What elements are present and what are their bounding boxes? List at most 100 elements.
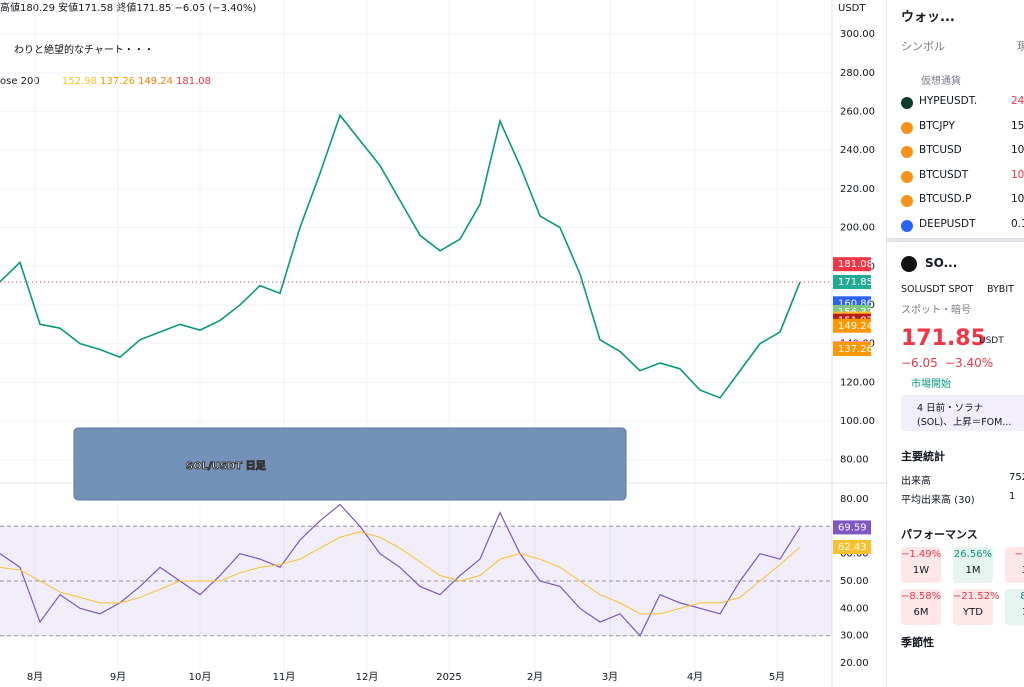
symbol: DEEPUSDT xyxy=(919,217,976,230)
symbol: BTCUSDT xyxy=(919,168,969,181)
rsi-line xyxy=(0,503,801,637)
kind: スポット・暗号 xyxy=(901,305,971,316)
banner xyxy=(73,427,627,501)
y-tick-label: 80.00 xyxy=(840,455,869,466)
perf-card: 26.56% 1M xyxy=(953,547,993,583)
stat-label: 平均出来高 (30) xyxy=(901,495,975,506)
col-last: 現 xyxy=(1017,38,1024,54)
y-tick-label: 280.00 xyxy=(840,68,875,79)
last: 104 xyxy=(1011,144,1024,156)
stats-title: 主要統計 xyxy=(901,450,945,463)
indicator-value: 181.08 xyxy=(176,76,211,87)
last: 0.1 xyxy=(1011,217,1024,230)
last: 104, xyxy=(1011,193,1024,205)
price-tag xyxy=(833,540,871,555)
price-line xyxy=(0,113,801,399)
sidebar: ウォッ... シンボル 現仮想通貨 HYPEUSDT. 24 BTCJPY 15,17 BTC… xyxy=(886,0,1024,687)
currency: USDT xyxy=(838,3,866,14)
rsi-ma-line xyxy=(0,531,801,615)
perf-period: 1M xyxy=(965,565,981,576)
ohlc: 高値180.29 安値171.58 終値171.85 −6.05 (−3.40%… xyxy=(0,1,256,14)
price-tag xyxy=(833,275,871,290)
rsi-tick-label: 60.00 xyxy=(840,549,869,560)
group: 仮想通貨 xyxy=(921,76,961,87)
x-tick-label: 12月 xyxy=(356,671,379,683)
perf-card: −8.58% 6M xyxy=(901,589,941,625)
x-tick-label: 2025 xyxy=(436,672,461,683)
perf-card: −1.49% 1W xyxy=(901,547,941,583)
rsi-tick-label: 50.00 xyxy=(840,576,869,587)
price-tag xyxy=(833,520,871,535)
y-tick-label: 200.00 xyxy=(840,223,875,234)
x-tick-label: 9月 xyxy=(110,671,126,683)
banner-text: SOL/USDT 日足 xyxy=(186,460,267,472)
y-tick-label: 120.00 xyxy=(840,377,875,388)
seasonal: 季節性 xyxy=(901,636,934,649)
x-tick-label: 11月 xyxy=(273,671,296,683)
rsi-tick-label: 30.00 xyxy=(840,631,869,642)
perf-card: −303 xyxy=(1005,547,1024,583)
x-tick-label: 5月 xyxy=(769,671,785,683)
symbol: BTCUSD xyxy=(919,144,962,156)
col-symbol: シンボル xyxy=(901,40,945,53)
symbol: BTCUSD.P xyxy=(919,193,972,205)
price-tag-label: 181.08 xyxy=(838,259,873,270)
y-tick-label: 240.00 xyxy=(840,145,875,156)
last: 15,17 xyxy=(1011,119,1024,132)
symbol-icon xyxy=(901,195,913,207)
perf-title: パフォーマンス xyxy=(901,528,978,541)
symbol-icon xyxy=(901,97,913,109)
chart: 高値180.29 安値171.58 終値171.85 −6.05 (−3.40%… xyxy=(0,0,886,687)
last: 24 xyxy=(1011,95,1024,107)
price-tag-label: 160.86 xyxy=(838,298,873,309)
countdown: 10:10:37 xyxy=(838,288,883,299)
indicator-value: 137.26 xyxy=(100,76,135,87)
perf-card: 8.1 xyxy=(1005,589,1024,625)
symbol-icon xyxy=(901,146,913,158)
exchange-line: SOLUSDT SPOT xyxy=(901,284,974,295)
price-tag-label: 69.59 xyxy=(838,522,867,533)
price-tag-label: 137.26 xyxy=(838,344,873,355)
perf-value: −8.58% xyxy=(901,591,942,602)
y-tick-label: 100.00 xyxy=(840,416,875,427)
overlay-title: わりと絶望的なチャート・・・ xyxy=(14,43,154,56)
stat-value: 752 xyxy=(1009,472,1024,483)
change: −6.05 xyxy=(901,356,938,370)
news: 4 日前・ソラナ xyxy=(917,403,984,414)
symbol-icon xyxy=(901,219,913,232)
news-box xyxy=(901,395,1024,431)
x-tick-label: 4月 xyxy=(687,671,703,683)
y-tick-label: 300.00 xyxy=(840,29,875,40)
price-tag-label: 149.24 xyxy=(838,321,873,332)
price: 171.85 xyxy=(901,326,986,351)
price-tag-label: 171.85 xyxy=(838,277,873,288)
perf-period: 1W xyxy=(912,565,930,576)
detail-symbol: SO... xyxy=(925,256,958,270)
symbol-icon xyxy=(901,256,917,272)
y-tick-label: 260.00 xyxy=(840,106,875,117)
x-tick-label: 10月 xyxy=(189,671,212,683)
perf-value: −30 xyxy=(1014,549,1024,560)
perf-value: 26.56% xyxy=(953,549,993,560)
last: 104, xyxy=(1011,168,1024,181)
currency: USDT xyxy=(979,336,1004,346)
indicator-value: 149.24 xyxy=(138,76,173,87)
price-tag xyxy=(833,257,871,272)
rsi-tick-label: 80.00 xyxy=(840,494,869,505)
indicator-name: ose 200 xyxy=(0,76,40,87)
watchlist-title: ウォッ... xyxy=(901,10,955,25)
news2: (SOL)、上昇＝FOM... xyxy=(917,417,1012,428)
status: 市場開始 xyxy=(911,379,951,390)
y-tick-label: 220.00 xyxy=(840,184,875,195)
perf-period: 3 xyxy=(1005,563,1024,579)
stat-label: 出来高 xyxy=(901,476,931,487)
symbol: HYPEUSDT. xyxy=(919,95,978,107)
symbol: BTCJPY xyxy=(919,119,955,132)
perf-card: −21.52% YTD xyxy=(953,589,1000,625)
perf-period: 1 xyxy=(1005,605,1024,621)
symbol-icon xyxy=(901,170,913,183)
perf-value: 8. xyxy=(1005,589,1024,605)
change-pct: −3.40% xyxy=(945,356,994,370)
rsi-tick-label: 40.00 xyxy=(840,603,869,614)
